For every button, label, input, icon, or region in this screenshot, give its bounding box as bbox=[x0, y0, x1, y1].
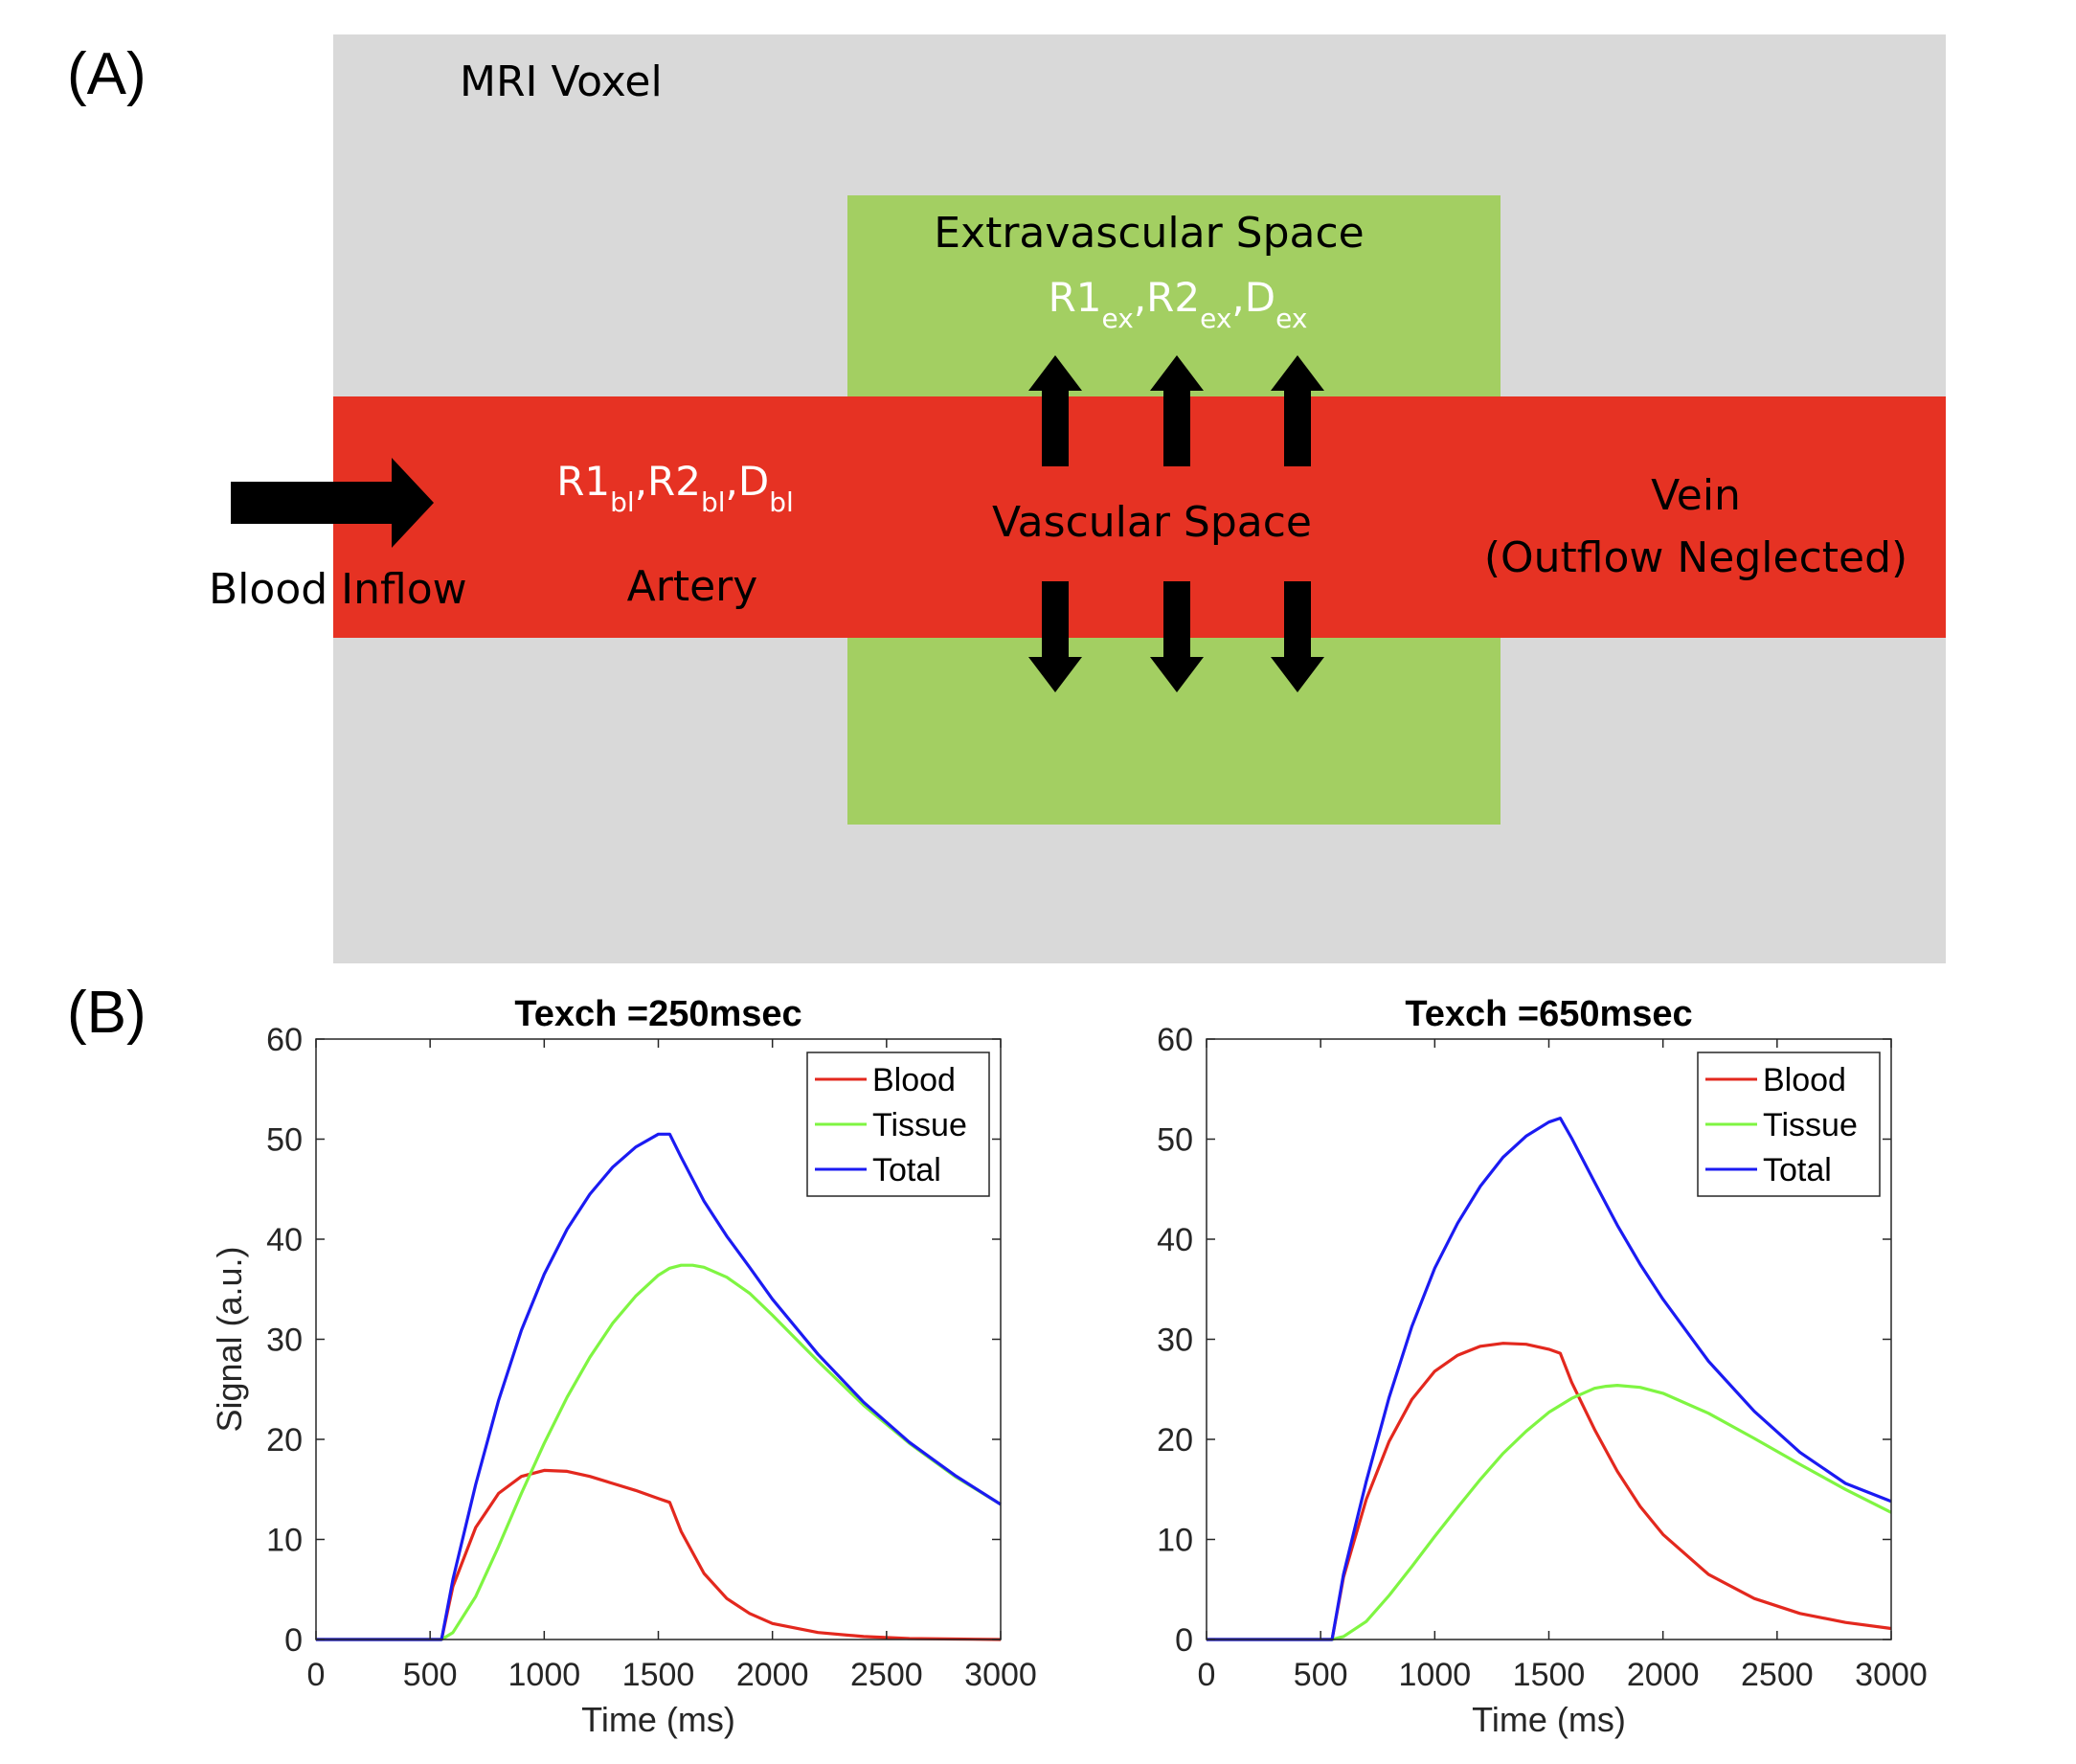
x-tick-label: 3000 bbox=[964, 1657, 1037, 1693]
series-line-tissue bbox=[1207, 1384, 1892, 1641]
param-subscript: ex bbox=[1200, 303, 1231, 334]
param-separator: , bbox=[1231, 274, 1244, 321]
vessel-region bbox=[333, 396, 1946, 638]
series-line-tissue bbox=[316, 1263, 1002, 1641]
x-tick-label: 0 bbox=[1198, 1657, 1216, 1693]
extravascular-params: R1ex,R2ex,Dex bbox=[1049, 274, 1308, 334]
y-tick-label: 40 bbox=[1157, 1222, 1193, 1258]
x-tick-label: 1500 bbox=[1513, 1657, 1586, 1693]
y-tick-label: 50 bbox=[1157, 1122, 1193, 1159]
x-tick-label: 1000 bbox=[1399, 1657, 1472, 1693]
chart-texch-650: 0 500 1000 1500 2000 2500 3000 0 10 20 30 40 50 60 Tex… bbox=[1157, 994, 1928, 1739]
legend-label-total: Total bbox=[872, 1152, 941, 1188]
param-symbol: D bbox=[1245, 274, 1275, 321]
blood-params: R1bl,R2bl,Dbl bbox=[556, 458, 794, 518]
vein-outflow-label: (Outflow Neglected) bbox=[1484, 533, 1907, 582]
param-subscript: bl bbox=[769, 486, 794, 518]
x-tick-label: 0 bbox=[307, 1657, 326, 1693]
x-tick-label: 3000 bbox=[1855, 1657, 1928, 1693]
legend-label-tissue: Tissue bbox=[1763, 1107, 1858, 1143]
y-tick-label: 10 bbox=[266, 1523, 303, 1559]
param-symbol: R2 bbox=[1146, 274, 1200, 321]
param-symbol: R2 bbox=[647, 458, 701, 505]
x-tick-label: 2500 bbox=[1741, 1657, 1814, 1693]
y-tick-label: 20 bbox=[266, 1422, 303, 1459]
vein-label: Vein bbox=[1651, 471, 1741, 520]
param-separator: , bbox=[1134, 274, 1146, 321]
series-line-total bbox=[316, 1132, 1002, 1641]
param-separator: , bbox=[726, 458, 738, 505]
legend-label-blood: Blood bbox=[872, 1062, 956, 1098]
panel-a-label: (A) bbox=[67, 41, 147, 107]
x-tick-label: 2500 bbox=[850, 1657, 923, 1693]
exchange-up-arrow-icon bbox=[1150, 355, 1204, 466]
exchange-down-arrow-icon bbox=[1150, 581, 1204, 692]
mri-voxel-label: MRI Voxel bbox=[460, 57, 663, 106]
x-tick-label: 1500 bbox=[622, 1657, 695, 1693]
chart-title: Texch =250msec bbox=[514, 994, 801, 1034]
param-symbol: D bbox=[738, 458, 769, 505]
y-tick-label: 30 bbox=[1157, 1323, 1193, 1359]
exchange-up-arrow-icon bbox=[1271, 355, 1324, 466]
y-tick-label: 20 bbox=[1157, 1422, 1193, 1459]
legend-label-total: Total bbox=[1763, 1152, 1832, 1188]
x-tick-label: 2000 bbox=[1627, 1657, 1700, 1693]
series-line-blood bbox=[316, 1468, 1002, 1641]
y-tick-label: 40 bbox=[266, 1222, 303, 1258]
y-tick-label: 60 bbox=[266, 1022, 303, 1058]
series-line-blood bbox=[1207, 1342, 1892, 1641]
x-tick-label: 500 bbox=[403, 1657, 458, 1693]
param-subscript: bl bbox=[610, 486, 635, 518]
param-symbol: R1 bbox=[1049, 274, 1102, 321]
y-tick-label: 0 bbox=[284, 1622, 303, 1659]
inflow-arrow-icon bbox=[231, 458, 434, 548]
x-axis-label: Time (ms) bbox=[1472, 1700, 1626, 1739]
exchange-down-arrow-icon bbox=[1028, 581, 1082, 692]
param-separator: , bbox=[635, 458, 647, 505]
param-subscript: ex bbox=[1102, 303, 1134, 334]
series-line-total bbox=[1207, 1117, 1892, 1641]
y-tick-label: 60 bbox=[1157, 1022, 1193, 1058]
x-tick-label: 2000 bbox=[736, 1657, 809, 1693]
exchange-up-arrow-icon bbox=[1028, 355, 1082, 466]
vascular-space-label: Vascular Space bbox=[992, 498, 1312, 547]
x-tick-label: 500 bbox=[1294, 1657, 1348, 1693]
legend-label-tissue: Tissue bbox=[872, 1107, 967, 1143]
y-axis-label: Signal (a.u.) bbox=[210, 1246, 249, 1432]
param-symbol: R1 bbox=[556, 458, 610, 505]
y-tick-label: 30 bbox=[266, 1323, 303, 1359]
x-axis-label: Time (ms) bbox=[581, 1700, 735, 1739]
panel-b-label: (B) bbox=[67, 980, 147, 1046]
chart-texch-250: 0 500 1000 1500 2000 2500 3000 0 10 20 30 40 50 60 Tex… bbox=[210, 994, 1037, 1739]
param-subscript: ex bbox=[1275, 303, 1307, 334]
y-tick-label: 10 bbox=[1157, 1523, 1193, 1559]
artery-label: Artery bbox=[627, 562, 758, 611]
param-subscript: bl bbox=[701, 486, 726, 518]
y-tick-label: 0 bbox=[1175, 1622, 1193, 1659]
chart-title: Texch =650msec bbox=[1405, 994, 1692, 1034]
exchange-down-arrow-icon bbox=[1271, 581, 1324, 692]
blood-inflow-label: Blood Inflow bbox=[209, 565, 467, 614]
legend-label-blood: Blood bbox=[1763, 1062, 1846, 1098]
extravascular-label: Extravascular Space bbox=[934, 209, 1365, 258]
y-tick-label: 50 bbox=[266, 1122, 303, 1159]
legend-box bbox=[1697, 1052, 1881, 1197]
x-tick-label: 1000 bbox=[508, 1657, 581, 1693]
